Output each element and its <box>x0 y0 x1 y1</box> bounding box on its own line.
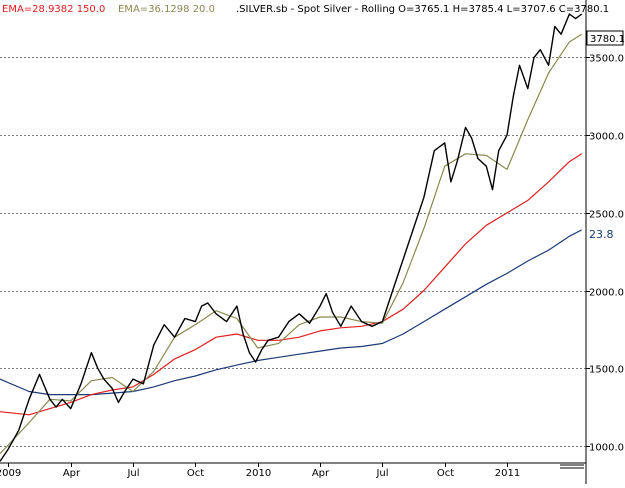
y-tick-label: 3500.0 <box>589 54 624 65</box>
x-tick-label: Apr <box>312 468 330 479</box>
x-tick-label: Jul <box>375 468 388 479</box>
y-tick-label: 2500.0 <box>589 210 624 221</box>
series-line-2 <box>0 153 583 416</box>
x-tick-label: 2009 <box>0 468 21 479</box>
x-tick-label: 2010 <box>246 468 271 479</box>
ema-20-label: EMA=36.1298 20.0 <box>118 4 215 15</box>
y-tick-label: 2000.0 <box>589 288 624 299</box>
series-layer <box>0 13 583 462</box>
last-price-tag: 3780.1 <box>590 34 625 45</box>
last-price-tag-box <box>586 30 624 46</box>
y-tick-label: 1500.0 <box>589 365 624 376</box>
y-tick-label: 1000.0 <box>589 443 624 454</box>
x-tick-label: Oct <box>437 468 454 479</box>
x-tick-label: Oct <box>187 468 204 479</box>
ema-value-tag: 23.8 <box>589 228 614 241</box>
x-tick-label: 2011 <box>495 468 520 479</box>
chart-title: .SILVER.sb - Spot Silver - Rolling O=376… <box>236 4 609 15</box>
x-tick-label: Apr <box>63 468 81 479</box>
x-axis-ticks: 2009 Apr Jul Oct 2010 Apr Jul Oct 2011 <box>0 463 520 479</box>
series-line-3 <box>0 229 583 396</box>
y-axis-ticks: 1000.0 1500.0 2000.0 2500.0 3000.0 3500.0 <box>586 54 624 454</box>
x-tick-label: Jul <box>126 468 139 479</box>
series-line-0 <box>0 13 583 462</box>
y-tick-label: 3000.0 <box>589 132 624 143</box>
ema-150-label: EMA=28.9382 150.0 <box>2 4 105 15</box>
series-line-1 <box>0 33 583 455</box>
